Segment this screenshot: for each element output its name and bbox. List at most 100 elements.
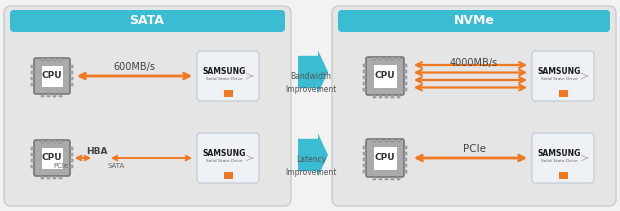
FancyBboxPatch shape [338,10,610,32]
Bar [391,177,394,180]
Text: HBA: HBA [86,146,108,156]
Bar [70,71,73,74]
Text: SAMSUNG: SAMSUNG [538,150,581,158]
FancyBboxPatch shape [34,140,70,176]
Bar [404,146,407,149]
Bar [70,65,73,68]
Bar [70,147,73,150]
Bar [59,58,62,61]
Text: SAMSUNG: SAMSUNG [202,150,246,158]
Bar [385,57,388,60]
Bar [363,64,366,67]
Text: CPU: CPU [42,72,63,81]
Bar [363,152,366,155]
Bar [223,90,232,97]
FancyBboxPatch shape [532,51,594,101]
Bar [47,58,50,61]
Bar [559,172,567,179]
Text: Solid State Drive: Solid State Drive [541,77,577,81]
Bar [363,82,366,85]
Polygon shape [298,50,328,94]
Bar [41,65,63,87]
Bar [559,90,567,97]
Bar [31,165,34,168]
Bar [404,64,407,67]
Text: SATA: SATA [130,15,164,27]
FancyBboxPatch shape [532,133,594,183]
Text: SAMSUNG: SAMSUNG [202,68,246,77]
FancyBboxPatch shape [4,6,291,206]
Text: 7X: 7X [299,59,323,77]
Bar [53,58,56,61]
Text: Solid State Drive: Solid State Drive [206,77,242,81]
FancyBboxPatch shape [34,58,70,94]
Text: CPU: CPU [42,153,63,162]
Bar [31,65,34,68]
Bar [373,146,397,170]
Bar [59,176,62,179]
FancyBboxPatch shape [366,57,404,95]
Bar [404,152,407,155]
Bar [59,94,62,97]
Bar [70,165,73,168]
Bar [385,139,388,142]
Bar [391,139,394,142]
Bar [404,70,407,73]
FancyBboxPatch shape [10,10,285,32]
Bar [404,88,407,91]
Bar [41,94,44,97]
Bar [70,159,73,162]
Text: Solid State Drive: Solid State Drive [206,159,242,163]
Bar [373,177,376,180]
Bar [385,95,388,98]
Text: Solid State Drive: Solid State Drive [541,159,577,163]
Bar [223,172,232,179]
Polygon shape [298,133,328,177]
Bar [363,164,366,167]
Bar [47,176,50,179]
Bar [391,57,394,60]
Text: NVMe: NVMe [454,15,494,27]
Bar [31,83,34,86]
Bar [31,159,34,162]
Bar [404,76,407,79]
FancyBboxPatch shape [332,6,616,206]
Bar [404,164,407,167]
Bar [59,140,62,143]
Bar [47,94,50,97]
Bar [373,64,397,88]
Bar [404,170,407,173]
Text: SATA: SATA [107,163,125,169]
Text: PCIe: PCIe [463,144,485,154]
Bar [70,83,73,86]
Bar [385,177,388,180]
Bar [363,70,366,73]
Bar [47,140,50,143]
Text: CPU: CPU [374,153,396,162]
Bar [53,176,56,179]
Bar [31,77,34,80]
Bar [373,139,376,142]
Text: Latency
Improvement: Latency Improvement [285,155,337,177]
Text: CPU: CPU [374,72,396,81]
Bar [373,57,376,60]
Bar [363,158,366,161]
Bar [379,177,382,180]
FancyBboxPatch shape [197,133,259,183]
Text: SAMSUNG: SAMSUNG [538,68,581,77]
Bar [397,57,400,60]
Bar [31,153,34,156]
Bar [397,95,400,98]
Text: 4000MB/s: 4000MB/s [450,58,498,68]
Bar [41,140,44,143]
Bar [397,139,400,142]
Bar [363,146,366,149]
Bar [379,95,382,98]
Bar [53,140,56,143]
Bar [373,95,376,98]
Bar [53,94,56,97]
Bar [363,170,366,173]
Bar [41,147,63,169]
Bar [41,176,44,179]
FancyBboxPatch shape [197,51,259,101]
